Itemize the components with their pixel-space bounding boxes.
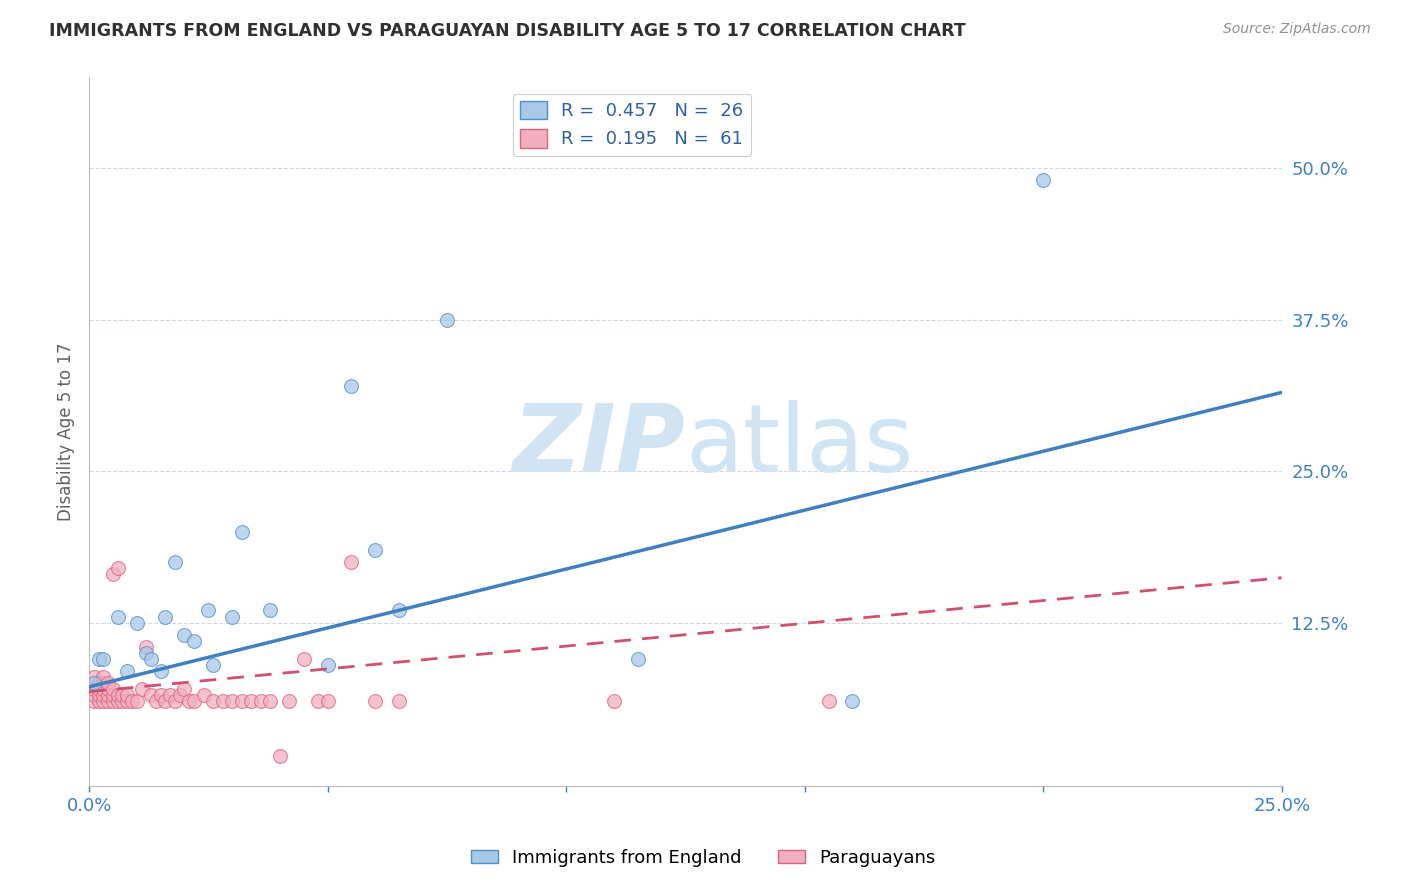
Point	[101, 694, 124, 708]
Text: atlas: atlas	[685, 400, 914, 492]
Point	[87, 676, 110, 690]
Point	[87, 694, 110, 708]
Point	[83, 676, 105, 690]
Text: Source: ZipAtlas.com: Source: ZipAtlas.com	[1223, 22, 1371, 37]
Point	[202, 658, 225, 673]
Point	[121, 694, 143, 708]
Point	[197, 603, 219, 617]
Point	[93, 676, 115, 690]
Point	[269, 748, 291, 763]
Point	[159, 688, 181, 702]
Point	[202, 694, 225, 708]
Point	[149, 688, 172, 702]
Point	[259, 694, 281, 708]
Point	[173, 628, 195, 642]
Point	[316, 658, 339, 673]
Point	[107, 609, 129, 624]
Point	[115, 688, 138, 702]
Point	[183, 694, 205, 708]
Point	[240, 694, 263, 708]
Point	[139, 688, 162, 702]
Point	[87, 688, 110, 702]
Point	[93, 688, 115, 702]
Point	[111, 694, 134, 708]
Point	[259, 603, 281, 617]
Point	[1032, 173, 1054, 187]
Point	[97, 688, 120, 702]
Point	[307, 694, 329, 708]
Point	[87, 652, 110, 666]
Point	[817, 694, 839, 708]
Point	[278, 694, 301, 708]
Y-axis label: Disability Age 5 to 17: Disability Age 5 to 17	[58, 343, 75, 521]
Point	[87, 682, 110, 697]
Point	[139, 652, 162, 666]
Point	[115, 664, 138, 678]
Point	[364, 542, 387, 557]
Point	[163, 694, 186, 708]
Point	[193, 688, 215, 702]
Point	[107, 694, 129, 708]
Point	[179, 694, 201, 708]
Point	[231, 524, 253, 539]
Point	[83, 670, 105, 684]
Point	[107, 561, 129, 575]
Point	[364, 694, 387, 708]
Point	[169, 688, 191, 702]
Point	[603, 694, 626, 708]
Point	[115, 694, 138, 708]
Point	[83, 688, 105, 702]
Point	[93, 652, 115, 666]
Point	[83, 682, 105, 697]
Point	[93, 694, 115, 708]
Point	[627, 652, 650, 666]
Point	[83, 694, 105, 708]
Point	[125, 694, 148, 708]
Point	[163, 555, 186, 569]
Point	[221, 609, 243, 624]
Point	[93, 682, 115, 697]
Point	[183, 633, 205, 648]
Point	[97, 694, 120, 708]
Point	[388, 603, 411, 617]
Point	[107, 688, 129, 702]
Point	[292, 652, 315, 666]
Point	[101, 682, 124, 697]
Point	[173, 682, 195, 697]
Point	[149, 664, 172, 678]
Point	[135, 646, 157, 660]
Point	[231, 694, 253, 708]
Text: IMMIGRANTS FROM ENGLAND VS PARAGUAYAN DISABILITY AGE 5 TO 17 CORRELATION CHART: IMMIGRANTS FROM ENGLAND VS PARAGUAYAN DI…	[49, 22, 966, 40]
Text: ZIP: ZIP	[513, 400, 685, 492]
Point	[97, 676, 120, 690]
Point	[111, 688, 134, 702]
Point	[155, 694, 177, 708]
Point	[155, 609, 177, 624]
Point	[436, 312, 458, 326]
Legend: R =  0.457   N =  26, R =  0.195   N =  61: R = 0.457 N = 26, R = 0.195 N = 61	[513, 94, 751, 156]
Legend: Immigrants from England, Paraguayans: Immigrants from England, Paraguayans	[464, 842, 942, 874]
Point	[135, 640, 157, 654]
Point	[221, 694, 243, 708]
Point	[249, 694, 271, 708]
Point	[131, 682, 153, 697]
Point	[125, 615, 148, 630]
Point	[145, 694, 167, 708]
Point	[101, 567, 124, 582]
Point	[340, 555, 363, 569]
Point	[211, 694, 233, 708]
Point	[388, 694, 411, 708]
Point	[93, 670, 115, 684]
Point	[101, 688, 124, 702]
Point	[340, 379, 363, 393]
Point	[97, 682, 120, 697]
Point	[841, 694, 863, 708]
Point	[316, 694, 339, 708]
Point	[83, 676, 105, 690]
